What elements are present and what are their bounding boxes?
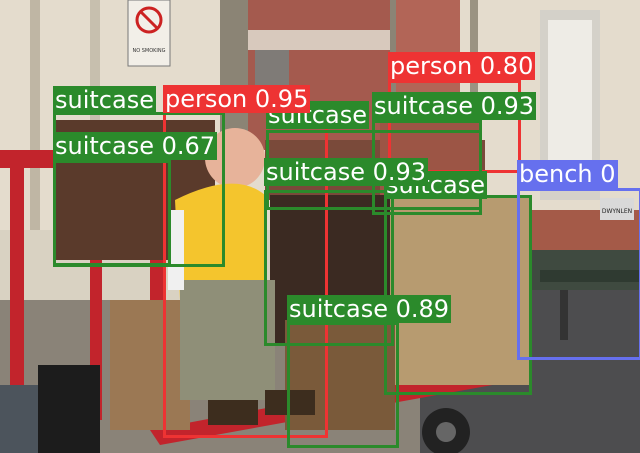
detection-label: suitcase 0.67 bbox=[53, 132, 218, 160]
child bbox=[168, 128, 315, 425]
sign-text: NO SMOKING bbox=[132, 48, 165, 54]
detection-label: suitcase 0.89 bbox=[287, 295, 452, 323]
detection-label: person 0.80 bbox=[388, 52, 536, 80]
detection-label: bench 0 bbox=[517, 160, 618, 188]
detection-label: person 0.95 bbox=[163, 85, 311, 113]
detection-box bbox=[53, 160, 171, 266]
detection-label: suitcase 0.93 bbox=[264, 158, 429, 186]
detection-box bbox=[517, 188, 640, 360]
dark-object bbox=[0, 365, 100, 453]
detection-box bbox=[287, 322, 399, 448]
no-smoking-sign: NO SMOKING bbox=[127, 0, 171, 67]
detection-label: suitcase 0.93 bbox=[372, 92, 537, 120]
bench: DWYNLEN bbox=[530, 198, 640, 340]
detection-label: suitcase bbox=[266, 101, 369, 129]
bench-plate-text: DWYNLEN bbox=[602, 208, 632, 215]
detection-box bbox=[264, 190, 394, 346]
detection-label: suitcase bbox=[53, 86, 156, 114]
